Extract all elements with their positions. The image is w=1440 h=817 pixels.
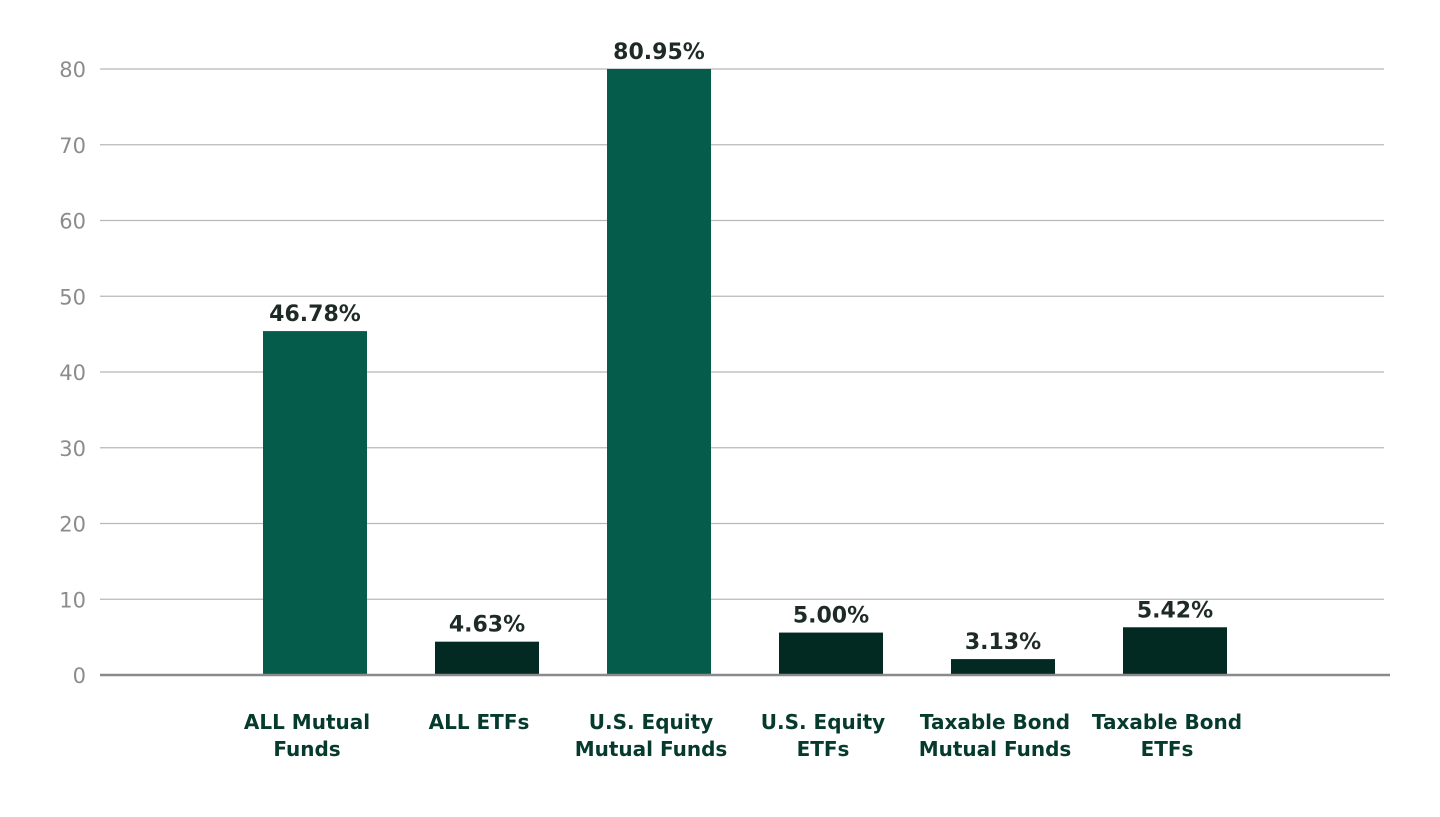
- y-tick-label: 10: [59, 588, 86, 612]
- data-label: 5.42%: [1137, 598, 1213, 623]
- y-tick-label: 70: [59, 134, 86, 158]
- category-label: Taxable Bond: [1092, 710, 1242, 734]
- data-label: 4.63%: [449, 613, 525, 638]
- category-label: ALL ETFs: [429, 710, 530, 734]
- bar: [779, 632, 883, 675]
- category-labels: ALL Mutual Funds ALL ETFs U.S. Equity Mutual…: [244, 710, 1242, 761]
- bar: [607, 69, 711, 675]
- category-label: ETFs: [1141, 737, 1194, 761]
- y-tick-label: 0: [73, 664, 86, 688]
- bar: [951, 659, 1055, 675]
- category-label: U.S. Equity: [589, 710, 713, 734]
- category-label: Mutual Funds: [575, 737, 728, 761]
- category-label: Funds: [273, 737, 340, 761]
- category-label: Taxable Bond: [920, 710, 1070, 734]
- y-tick-label: 40: [59, 361, 86, 385]
- data-label: 3.13%: [965, 630, 1041, 655]
- bar: [435, 641, 539, 675]
- category-label: U.S. Equity: [761, 710, 885, 734]
- category-label: Mutual Funds: [919, 737, 1072, 761]
- y-tick-label: 50: [59, 285, 86, 309]
- data-label: 46.78%: [269, 302, 361, 327]
- category-label: ALL Mutual: [244, 710, 370, 734]
- data-label: 5.00%: [793, 604, 869, 629]
- bar: [1123, 627, 1227, 675]
- data-labels: 46.78% 4.63% 80.95% 5.00% 3.13% 5.42%: [269, 40, 1213, 655]
- data-label: 80.95%: [613, 40, 705, 65]
- bars: [263, 69, 1227, 675]
- category-label: ETFs: [797, 737, 850, 761]
- bar: [263, 331, 367, 675]
- y-tick-label: 20: [59, 513, 86, 537]
- y-axis-ticks: 0 10 20 30 40 50 60 70 80: [59, 58, 86, 688]
- y-tick-label: 60: [59, 210, 86, 234]
- y-tick-label: 30: [59, 437, 86, 461]
- y-tick-label: 80: [59, 58, 86, 82]
